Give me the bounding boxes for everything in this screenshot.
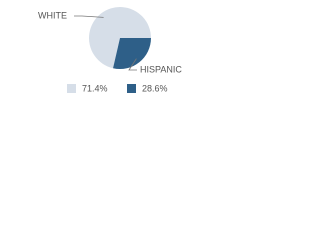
legend-swatch bbox=[67, 84, 76, 93]
slice-label: WHITE bbox=[38, 10, 67, 20]
legend-swatch bbox=[127, 84, 136, 93]
pie-slice bbox=[88, 6, 151, 69]
slice-label: HISPANIC bbox=[140, 64, 182, 74]
legend-label: 71.4% bbox=[82, 83, 108, 93]
leader-line bbox=[128, 58, 137, 71]
chart: WHITE HISPANIC 71.4% 28.6% bbox=[38, 6, 182, 93]
leader-line bbox=[74, 15, 104, 18]
legend-label: 28.6% bbox=[142, 83, 168, 93]
pie-slice bbox=[113, 38, 151, 69]
